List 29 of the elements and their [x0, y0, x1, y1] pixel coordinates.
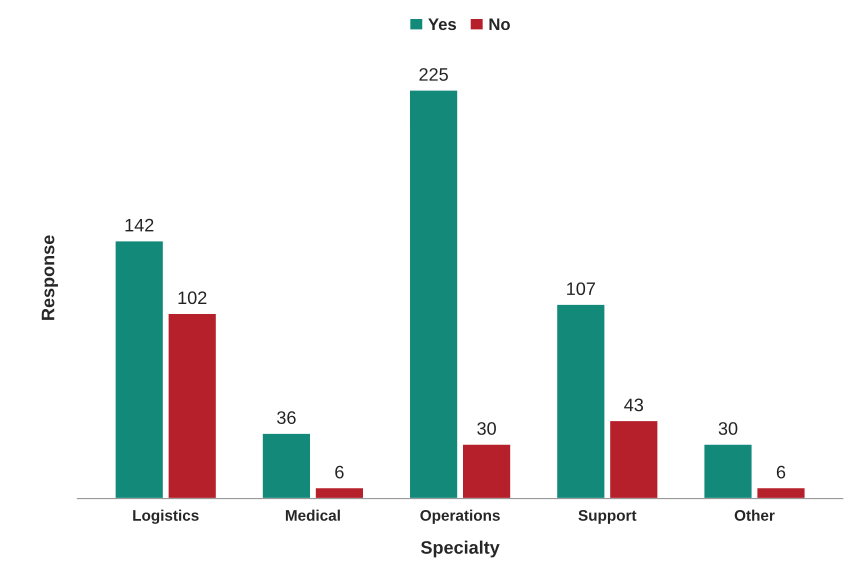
legend-label: No	[489, 18, 510, 30]
x-tick-label: Support	[578, 510, 636, 524]
bar	[314, 486, 364, 499]
data-label: 102	[178, 291, 206, 304]
legend-label: Yes	[428, 18, 456, 30]
bar	[462, 443, 512, 499]
x-tick-label: Medical	[286, 510, 340, 521]
data-label: 6	[776, 466, 786, 478]
bar	[114, 240, 164, 499]
data-label: 30	[718, 422, 738, 435]
x-tick-label: Operations	[420, 510, 500, 524]
bar	[608, 420, 659, 499]
bar	[556, 304, 606, 499]
data-label: 36	[277, 411, 296, 424]
bar	[408, 89, 459, 499]
bar	[167, 312, 218, 499]
bar	[703, 443, 753, 499]
data-label: 142	[126, 218, 154, 232]
data-label: 6	[335, 466, 344, 478]
data-label: 107	[567, 282, 595, 296]
data-label: 43	[624, 398, 644, 412]
data-label: 225	[419, 68, 448, 81]
x-tick-label: Logistics	[133, 510, 199, 524]
x-tick-label: Other	[734, 510, 775, 521]
data-label: 30	[477, 422, 496, 435]
bar	[261, 432, 312, 499]
bar	[756, 486, 806, 499]
y-axis-title: Response	[42, 235, 58, 320]
x-axis-title: Specialty	[420, 540, 500, 558]
